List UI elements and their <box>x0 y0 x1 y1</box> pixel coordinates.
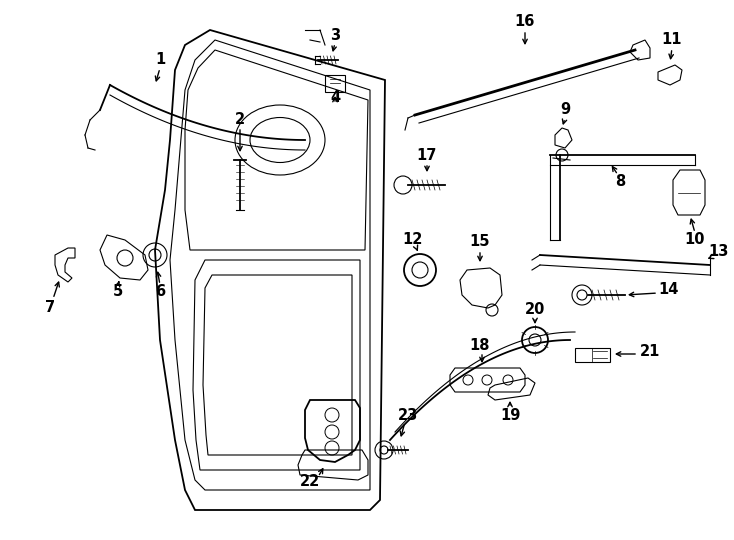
Text: 1: 1 <box>155 52 165 68</box>
Text: 3: 3 <box>330 28 340 43</box>
Text: 11: 11 <box>662 32 682 48</box>
Text: 14: 14 <box>658 282 678 298</box>
Text: 9: 9 <box>560 103 570 118</box>
Text: 7: 7 <box>45 300 55 315</box>
Text: 8: 8 <box>615 174 625 190</box>
Text: 4: 4 <box>330 90 340 105</box>
Text: 19: 19 <box>500 408 520 422</box>
Text: 13: 13 <box>708 245 728 260</box>
Text: 10: 10 <box>685 233 705 247</box>
Text: 15: 15 <box>470 234 490 249</box>
Text: 21: 21 <box>640 345 660 360</box>
Text: 18: 18 <box>470 338 490 353</box>
Text: 23: 23 <box>398 408 418 422</box>
Text: 16: 16 <box>515 15 535 30</box>
Text: 20: 20 <box>525 302 545 318</box>
Text: 2: 2 <box>235 112 245 127</box>
Text: 22: 22 <box>300 475 320 489</box>
Text: 6: 6 <box>155 285 165 300</box>
Text: 5: 5 <box>113 285 123 300</box>
Text: 12: 12 <box>403 233 424 247</box>
Text: 17: 17 <box>417 147 437 163</box>
